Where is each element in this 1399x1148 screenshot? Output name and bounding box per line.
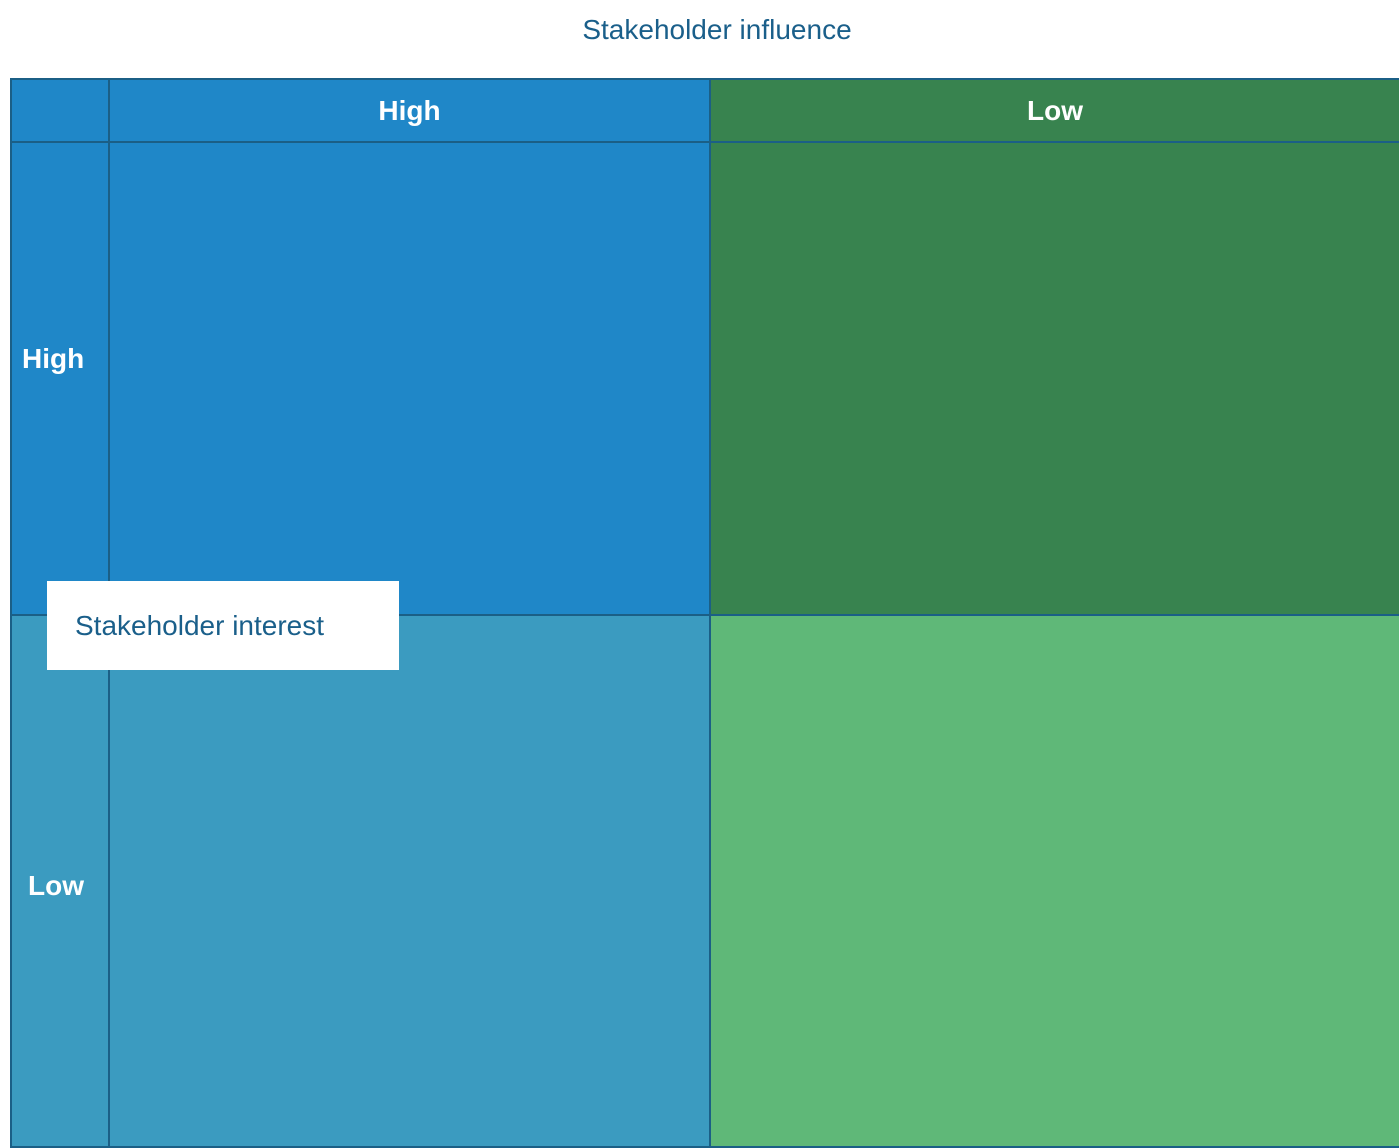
stakeholder-matrix: High Low High Low bbox=[10, 78, 1399, 1148]
column-header-low-label: Low bbox=[1027, 94, 1083, 126]
quadrant-high-low bbox=[709, 141, 1399, 616]
row-header-high-label: High bbox=[22, 343, 85, 374]
column-header-high: High bbox=[108, 78, 711, 143]
row-header-low: Low bbox=[10, 614, 110, 1148]
quadrant-low-high bbox=[108, 614, 711, 1148]
header-corner bbox=[10, 78, 110, 143]
quadrant-low-low bbox=[709, 614, 1399, 1148]
row-header-high: High bbox=[10, 141, 110, 616]
axis-label-callout: Stakeholder interest bbox=[47, 581, 399, 670]
column-header-high-label: High bbox=[378, 94, 441, 126]
column-header-low: Low bbox=[709, 78, 1399, 143]
quadrant-high-high bbox=[108, 141, 711, 616]
axis-label-text: Stakeholder interest bbox=[75, 609, 325, 641]
diagram-title: Stakeholder influence bbox=[582, 14, 852, 45]
row-header-low-label: Low bbox=[28, 870, 84, 901]
